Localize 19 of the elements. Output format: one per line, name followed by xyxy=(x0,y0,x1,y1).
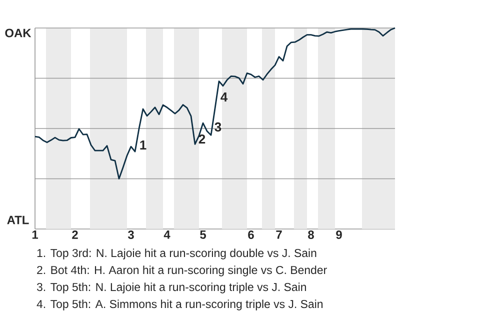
annotation: 1 xyxy=(140,140,146,150)
x-tick-label: 6 xyxy=(248,230,254,239)
text: 4. Top 5th: A. Simmons hit a run-scoring triple vs J. Sain xyxy=(36,300,323,310)
x-tick-label: 7 xyxy=(276,230,282,239)
text: 1. Top 3rd: N. Lajoie hit a run-scoring double vs J. Sain xyxy=(37,248,316,260)
text: 2. Bot 4th: H. Aaron hit a run-scoring single vs C. Bender xyxy=(37,266,327,276)
x-tick-label: 9 xyxy=(336,230,342,239)
text: 3. Top 5th: N. Lajoie hit a run-scoring triple vs J. Sain xyxy=(36,282,306,294)
x-tick-label: 8 xyxy=(308,230,314,239)
x-tick-label: 4 xyxy=(164,230,170,239)
x-tick-label: 3 xyxy=(128,230,134,240)
x-tick-label: 5 xyxy=(200,230,206,239)
x-tick-label: 1 xyxy=(32,230,38,239)
annotation: 2 xyxy=(198,134,206,144)
annotation: 3 xyxy=(214,122,222,132)
x-tick-label: 2 xyxy=(72,230,78,239)
text: OAK xyxy=(5,28,32,38)
text: ATL xyxy=(7,216,29,224)
annotation: 4 xyxy=(220,92,228,102)
